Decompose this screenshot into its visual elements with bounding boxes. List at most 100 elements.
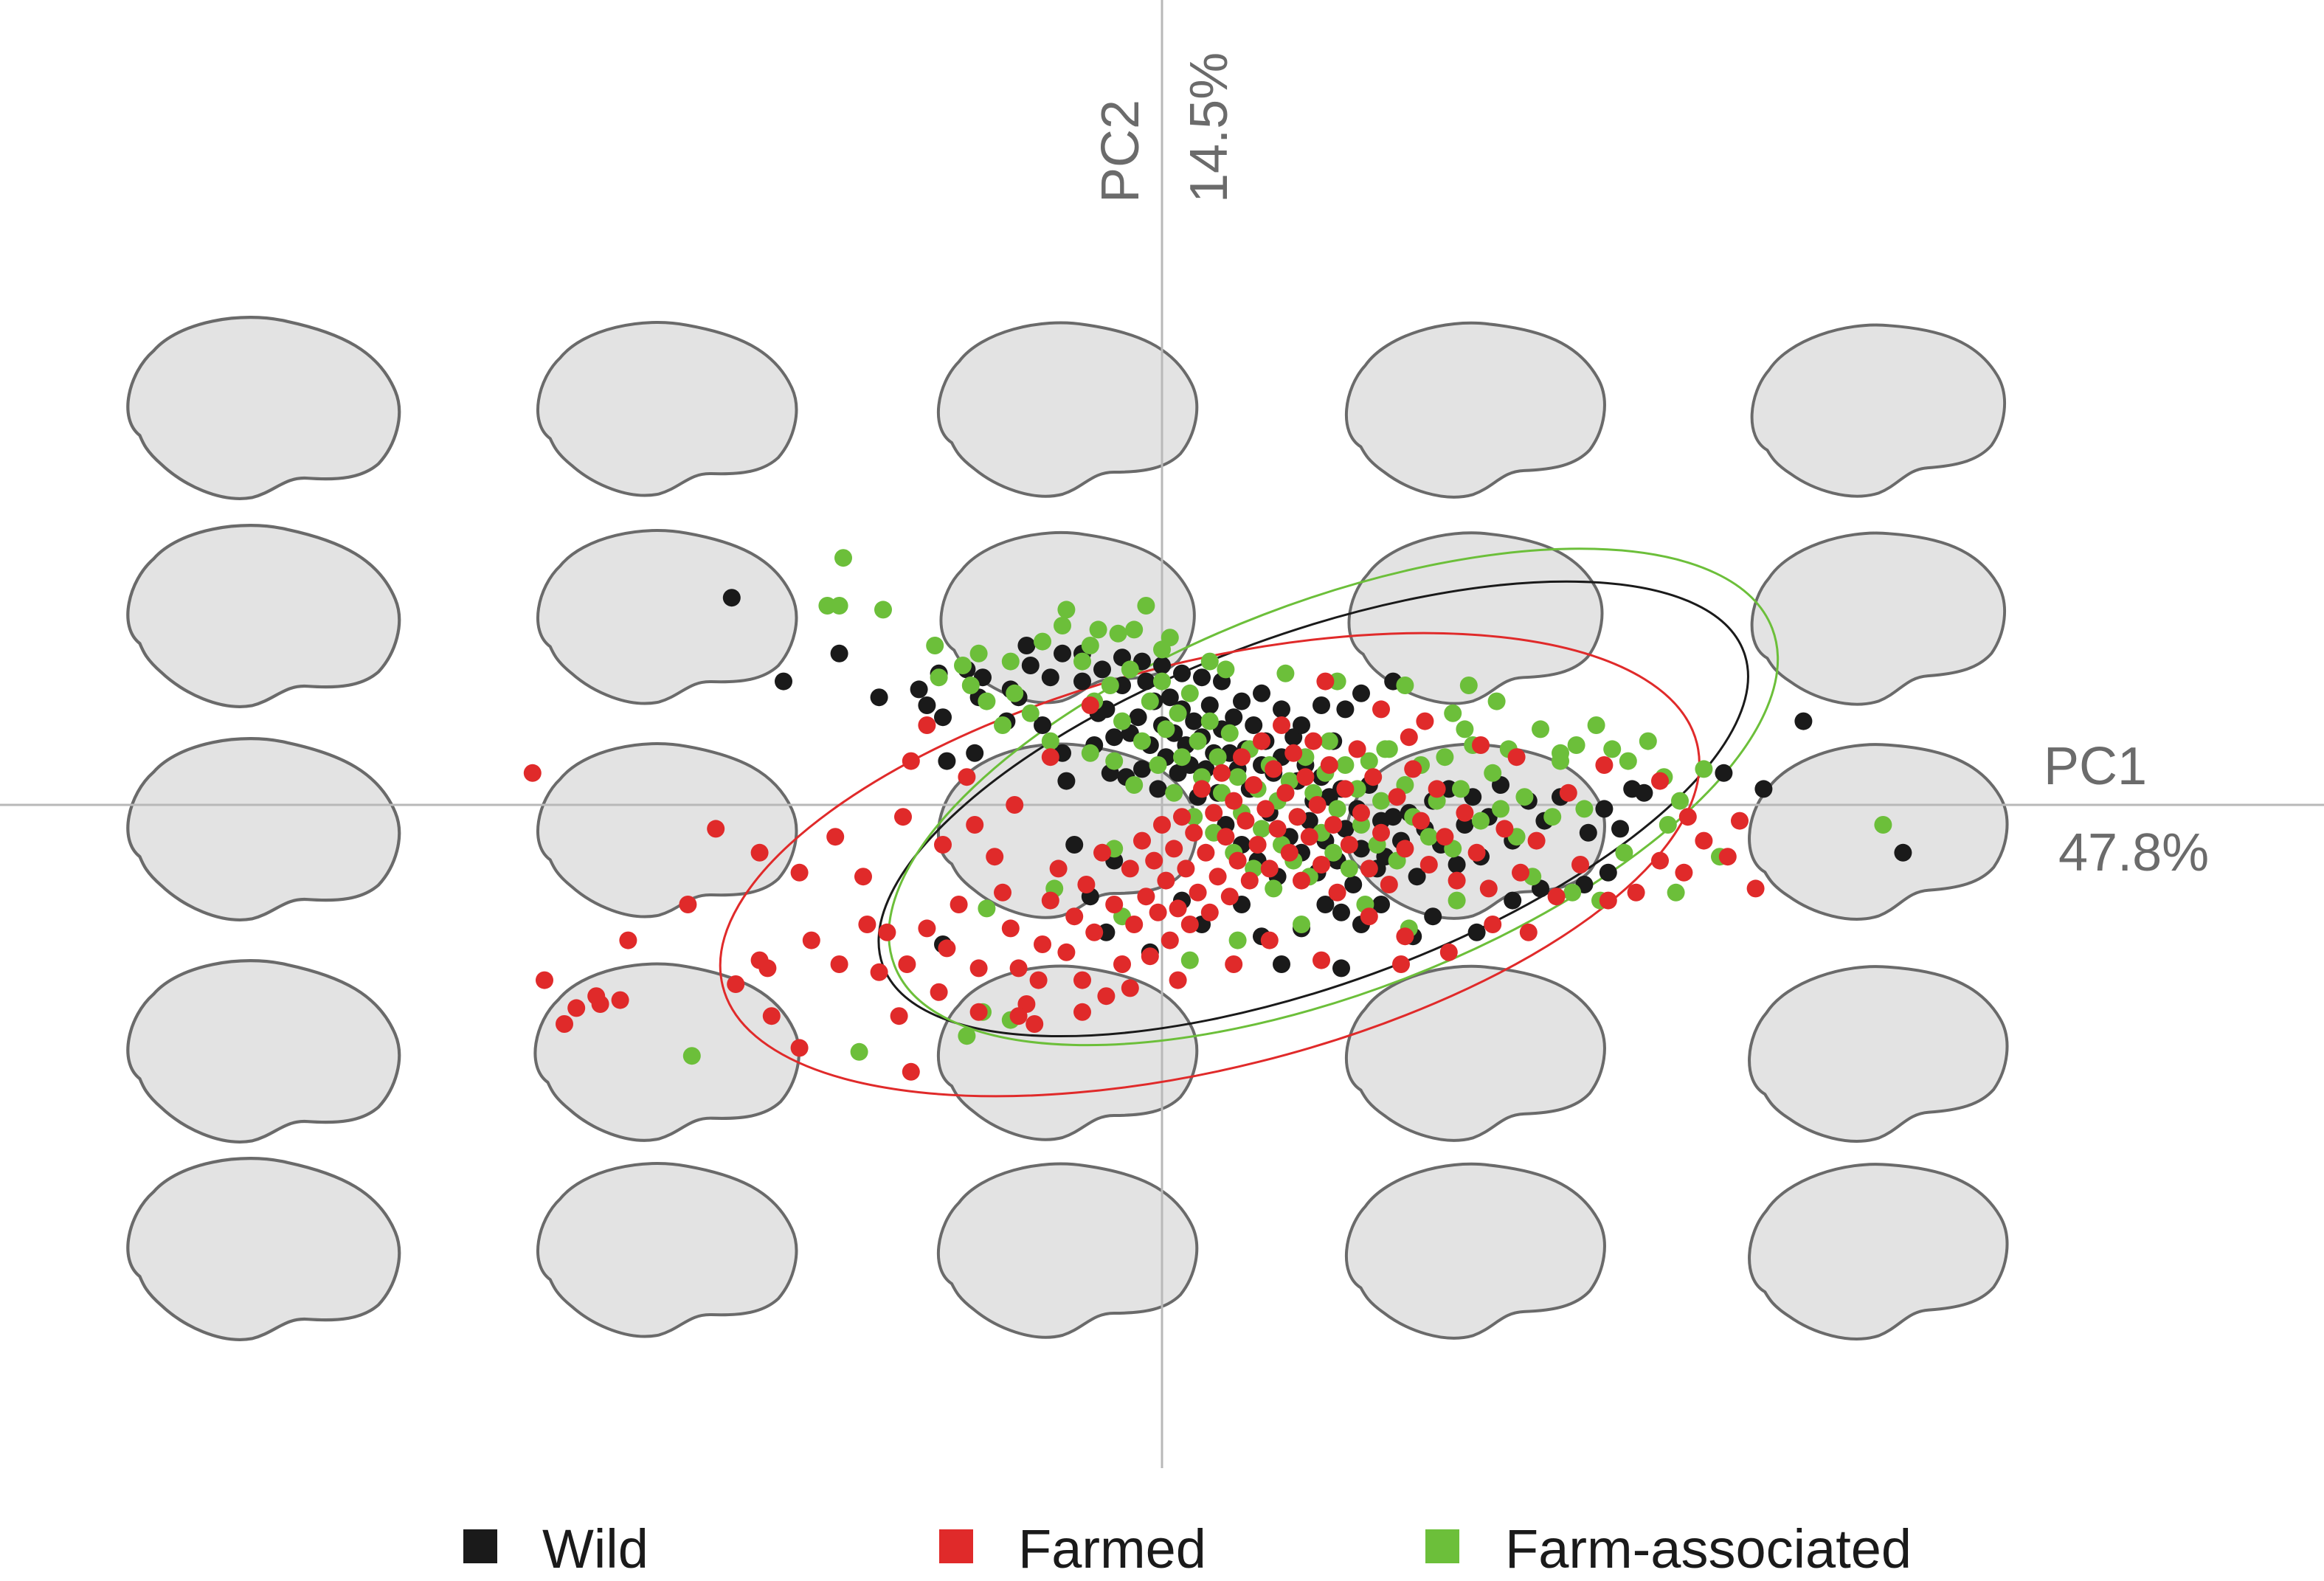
point-wild: [1579, 823, 1597, 842]
point-farmed: [1392, 955, 1410, 973]
point-farm-associated: [926, 637, 944, 654]
point-farmed: [1746, 879, 1765, 898]
point-farmed: [1324, 816, 1343, 834]
point-farm-associated: [1452, 780, 1470, 798]
point-wild: [1504, 891, 1522, 910]
point-farmed: [1512, 863, 1529, 882]
point-farmed: [536, 971, 553, 989]
point-wild: [1225, 708, 1243, 727]
point-farmed: [1348, 740, 1366, 758]
point-wild: [1467, 923, 1486, 941]
pc1-axis-title: PC1 47.8%: [2044, 737, 2209, 882]
point-farm-associated: [978, 692, 996, 710]
point-farm-associated: [1041, 732, 1059, 750]
point-farmed: [1595, 756, 1614, 774]
point-wild: [1105, 728, 1124, 747]
point-farmed: [1237, 812, 1255, 830]
point-farmed: [1300, 828, 1318, 846]
point-wild: [1017, 637, 1036, 654]
point-farmed: [1217, 828, 1235, 846]
point-farmed: [1479, 879, 1498, 898]
point-farm-associated: [1109, 624, 1127, 643]
point-wild: [1253, 684, 1270, 702]
point-farm-associated: [1659, 816, 1677, 834]
point-farm-associated: [1208, 748, 1227, 767]
point-farmed: [1599, 891, 1617, 910]
point-farmed: [1225, 792, 1243, 810]
point-farmed: [1121, 979, 1139, 997]
point-farm-associated: [1552, 744, 1569, 762]
point-farmed: [1189, 883, 1207, 902]
point-farm-associated: [1169, 704, 1187, 722]
point-farm-associated: [1563, 883, 1582, 902]
point-farmed: [1467, 843, 1486, 862]
point-farmed: [1284, 744, 1303, 762]
point-farm-associated: [1057, 601, 1076, 619]
pc2-label: PC2: [1091, 100, 1150, 203]
point-farm-associated: [1320, 732, 1338, 750]
point-farmed: [762, 1007, 781, 1025]
point-farm-associated: [850, 1042, 868, 1061]
point-farm-associated: [1113, 712, 1131, 730]
point-farmed: [1571, 856, 1589, 873]
point-farmed: [1180, 916, 1199, 933]
point-farm-associated: [1105, 752, 1124, 770]
shape-outline-r2-c1: [122, 517, 405, 718]
point-wild: [1133, 760, 1151, 778]
shape-outline-r2-c2: [535, 526, 799, 708]
point-wild: [1273, 700, 1290, 719]
point-farmed: [1268, 820, 1287, 838]
point-farm-associated: [1137, 597, 1155, 615]
point-farm-associated: [1436, 748, 1454, 767]
point-farmed: [994, 883, 1011, 902]
point-farm-associated: [954, 657, 972, 674]
legend-swatch-farm-associated: [1425, 1529, 1459, 1563]
point-wild: [1057, 772, 1076, 790]
point-farm-associated: [682, 1047, 701, 1065]
point-farm-associated: [1360, 752, 1378, 770]
shape-outline-r1-c1: [122, 309, 405, 510]
point-farmed: [1121, 859, 1139, 878]
point-wild: [1034, 716, 1051, 734]
point-farmed: [1253, 732, 1270, 750]
point-farmed: [1009, 1007, 1028, 1025]
shape-outline-r3-c2: [535, 739, 799, 921]
point-wild: [1193, 668, 1211, 687]
point-farm-associated: [1153, 672, 1171, 691]
point-farmed: [1049, 859, 1068, 878]
point-farmed: [1396, 840, 1414, 858]
point-farmed: [750, 843, 769, 862]
point-farmed: [1169, 971, 1187, 989]
point-farmed: [1507, 748, 1526, 767]
point-farmed: [1057, 943, 1076, 961]
point-farmed: [611, 991, 629, 1009]
point-farmed: [1304, 732, 1323, 750]
point-farmed: [1029, 971, 1048, 989]
point-wild: [775, 672, 792, 691]
point-wild: [934, 708, 952, 727]
point-farm-associated: [1073, 652, 1091, 671]
point-wild: [1635, 783, 1653, 802]
point-farmed: [1248, 836, 1267, 854]
point-wild: [1313, 696, 1330, 714]
point-wild: [1316, 896, 1335, 913]
shape-outline-r5-c1: [122, 1150, 405, 1351]
point-farmed: [1456, 803, 1474, 822]
point-farmed: [878, 923, 896, 941]
ellipse-farm-associated: [888, 547, 1780, 1047]
point-farmed: [918, 716, 936, 734]
shape-outline-r1-c2: [535, 318, 799, 500]
point-farmed: [1695, 831, 1713, 850]
point-farm-associated: [1133, 732, 1151, 750]
point-farmed: [1360, 859, 1378, 878]
point-farmed: [802, 931, 820, 949]
point-farm-associated: [1448, 891, 1466, 910]
point-farmed: [1328, 883, 1346, 902]
point-farm-associated: [1376, 740, 1394, 758]
point-farmed: [1276, 783, 1295, 802]
point-wild: [1161, 688, 1179, 707]
point-farmed: [1380, 876, 1398, 893]
point-farmed: [1169, 899, 1187, 918]
shape-outline-r2-c5: [1744, 522, 2013, 713]
point-farmed: [1133, 831, 1151, 850]
